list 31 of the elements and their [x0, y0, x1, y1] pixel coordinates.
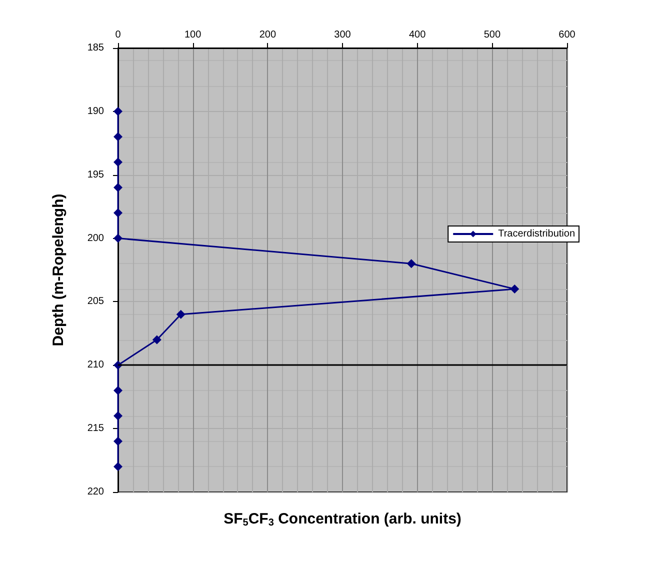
y-tick-label: 200 [87, 232, 104, 244]
y-tick-label: 185 [87, 42, 104, 54]
point [510, 284, 520, 294]
point [114, 411, 122, 420]
x-tick-label: 100 [184, 30, 202, 40]
point [114, 208, 122, 218]
legend-label: Tracerdistribution [498, 228, 576, 240]
y-tick-label: 215 [87, 423, 104, 434]
point [114, 436, 122, 446]
x-tick-label: 600 [558, 30, 576, 40]
point [114, 183, 122, 192]
point [114, 158, 122, 167]
point [176, 310, 186, 319]
y-tick-label: 220 [87, 486, 104, 498]
point [114, 106, 122, 116]
y-tick-label: 205 [87, 296, 104, 308]
x-tick-label: 0 [115, 30, 122, 40]
y-tick-label: 190 [87, 106, 104, 117]
x-tick-label: 500 [484, 30, 501, 40]
point [152, 335, 162, 344]
x-tick-label: 200 [259, 30, 276, 40]
point [114, 132, 122, 142]
point [406, 259, 416, 268]
y-axis-title: Depth (m-Ropelengh) [50, 194, 67, 346]
x-tick-label: 300 [334, 30, 352, 40]
y-tick-label: 195 [87, 169, 104, 180]
point [114, 386, 122, 396]
x-tick-label: 400 [408, 30, 426, 40]
point [114, 462, 122, 472]
y-tick-label: 210 [87, 360, 104, 371]
point [114, 234, 122, 243]
